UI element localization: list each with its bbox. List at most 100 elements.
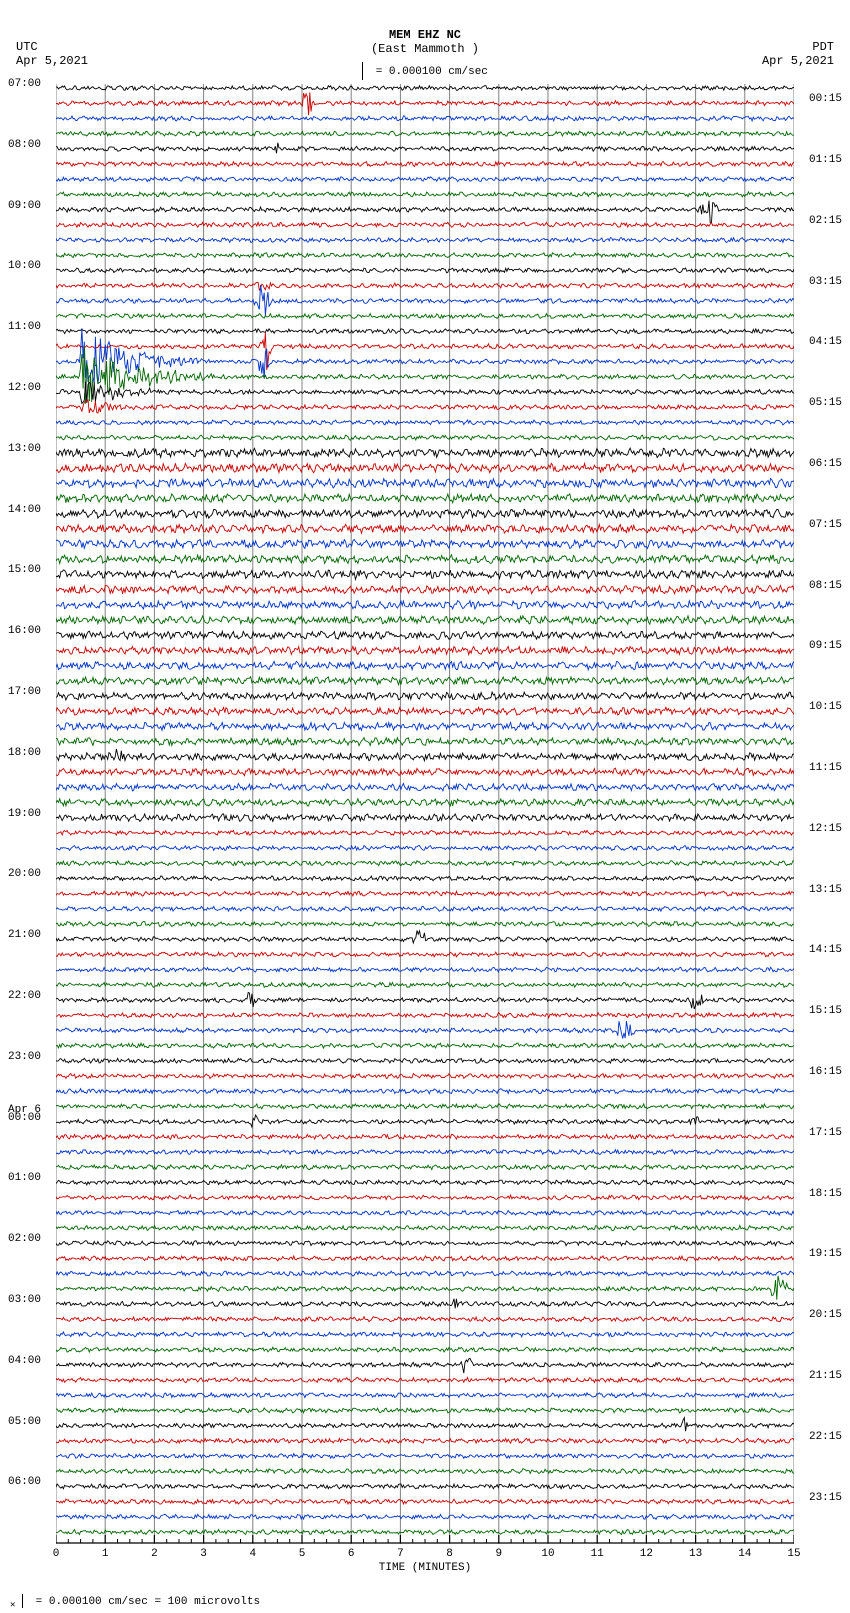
x-tick: 6 xyxy=(348,1548,355,1560)
seismic-trace xyxy=(56,420,794,425)
seismic-trace xyxy=(56,1226,794,1231)
x-tick: 13 xyxy=(689,1548,702,1560)
seismic-trace xyxy=(56,931,794,944)
seismic-trace xyxy=(56,967,794,972)
seismic-trace xyxy=(56,1378,794,1383)
seismic-trace xyxy=(56,861,794,866)
seismic-trace xyxy=(56,891,794,896)
utc-label: 19:00 xyxy=(8,808,41,820)
utc-label: 22:00 xyxy=(8,990,41,1002)
seismic-trace xyxy=(56,749,794,761)
pdt-label: 11:15 xyxy=(809,762,842,774)
seismic-trace xyxy=(56,722,794,730)
seismic-trace xyxy=(56,238,794,243)
seismic-trace xyxy=(56,1332,794,1337)
seismic-trace xyxy=(56,1469,794,1474)
pdt-label: 10:15 xyxy=(809,701,842,713)
seismic-trace xyxy=(56,540,794,549)
seismic-trace xyxy=(56,830,794,835)
seismic-trace xyxy=(56,1347,794,1352)
seismic-trace xyxy=(56,1358,794,1373)
seismic-trace xyxy=(56,1115,794,1127)
footer-cal-bar-icon xyxy=(22,1594,23,1608)
pdt-label: 21:15 xyxy=(809,1370,842,1382)
pdt-label: 14:15 xyxy=(809,944,842,956)
pdt-label: 03:15 xyxy=(809,276,842,288)
pdt-label: 13:15 xyxy=(809,884,842,896)
seismic-trace xyxy=(56,509,794,518)
seismic-trace xyxy=(56,738,794,746)
footer-text: = 0.000100 cm/sec = 100 microvolts xyxy=(36,1596,260,1608)
cal-bar-icon xyxy=(362,62,363,80)
seismic-trace xyxy=(56,1104,794,1109)
seismic-trace xyxy=(56,768,794,776)
utc-label: 17:00 xyxy=(8,686,41,698)
seismic-trace xyxy=(56,922,794,927)
seismic-trace xyxy=(56,268,794,273)
seismic-trace xyxy=(56,435,794,440)
x-tick: 12 xyxy=(640,1548,653,1560)
seismic-trace xyxy=(56,1043,794,1048)
seismic-trace xyxy=(56,799,794,806)
station-code: MEM EHZ NC xyxy=(0,28,850,42)
seismic-trace xyxy=(56,382,794,404)
calibration-text: = 0.000100 cm/sec xyxy=(376,66,488,78)
pdt-label: 04:15 xyxy=(809,336,842,348)
seismic-trace xyxy=(56,524,794,533)
seismic-trace xyxy=(56,1484,794,1489)
seismic-trace xyxy=(56,162,794,167)
seismic-trace xyxy=(56,222,794,227)
seismic-trace xyxy=(56,846,794,851)
seismic-trace xyxy=(56,585,794,593)
seismic-trace xyxy=(56,463,794,472)
x-tick: 3 xyxy=(200,1548,207,1560)
pdt-label: 15:15 xyxy=(809,1005,842,1017)
utc-label: 02:00 xyxy=(8,1233,41,1245)
x-tick: 8 xyxy=(446,1548,453,1560)
utc-label: 15:00 xyxy=(8,564,41,576)
seismic-trace xyxy=(56,601,794,609)
pdt-label: 05:15 xyxy=(809,397,842,409)
x-tick: 5 xyxy=(299,1548,306,1560)
seismic-trace xyxy=(56,131,794,136)
seismic-trace xyxy=(56,1276,794,1300)
seismic-trace xyxy=(56,692,794,700)
seismic-trace xyxy=(56,92,794,115)
right-tz: PDT xyxy=(812,40,834,54)
seismic-trace xyxy=(56,570,794,580)
seismic-trace xyxy=(56,1180,794,1185)
utc-label: 09:00 xyxy=(8,200,41,212)
footer-calibration: ✕ = 0.000100 cm/sec = 100 microvolts xyxy=(10,1594,260,1610)
utc-label: 07:00 xyxy=(8,78,41,90)
seismic-trace xyxy=(56,192,794,197)
seismic-trace xyxy=(56,1134,794,1139)
seismic-trace xyxy=(56,285,794,316)
seismic-trace xyxy=(56,253,794,258)
seismic-trace xyxy=(56,1454,794,1459)
pdt-label: 18:15 xyxy=(809,1188,842,1200)
seismic-trace xyxy=(56,1514,794,1519)
seismogram-page: MEM EHZ NC (East Mammoth ) UTC Apr 5,202… xyxy=(0,0,850,1613)
helicorder-plot xyxy=(56,84,794,1544)
pdt-label: 07:15 xyxy=(809,519,842,531)
x-tick: 14 xyxy=(738,1548,751,1560)
seismic-trace xyxy=(56,143,794,154)
seismic-trace xyxy=(56,201,794,223)
x-tick: 15 xyxy=(787,1548,800,1560)
utc-label: 05:00 xyxy=(8,1416,41,1428)
seismic-trace xyxy=(56,616,794,624)
utc-label: 14:00 xyxy=(8,504,41,516)
grid xyxy=(56,84,794,1544)
seismic-trace xyxy=(56,1271,794,1276)
seismic-trace xyxy=(56,282,794,290)
utc-label: 03:00 xyxy=(8,1294,41,1306)
helicorder-svg xyxy=(56,84,794,1544)
seismic-trace xyxy=(56,116,794,121)
seismic-trace xyxy=(56,982,794,987)
seismic-trace xyxy=(56,314,794,319)
seismic-trace xyxy=(56,1408,794,1413)
pdt-label: 01:15 xyxy=(809,154,842,166)
seismic-trace xyxy=(56,177,794,182)
seismic-trace xyxy=(56,1058,794,1063)
utc-label: 21:00 xyxy=(8,929,41,941)
